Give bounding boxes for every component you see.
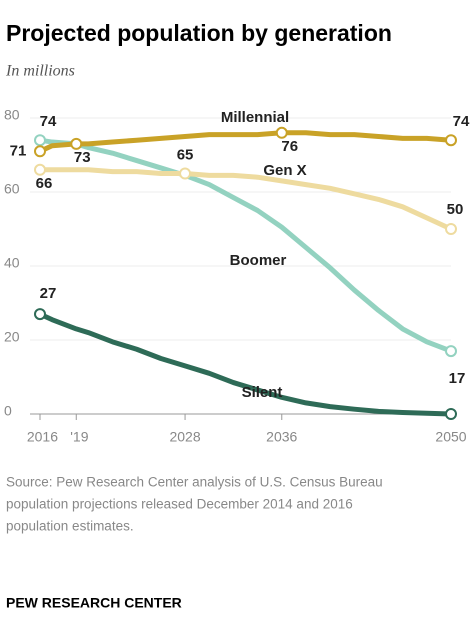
series-label: Gen X bbox=[263, 162, 306, 179]
point-marker bbox=[70, 137, 83, 150]
value-label: 71 bbox=[10, 142, 27, 159]
value-label: 27 bbox=[40, 285, 57, 302]
value-label: 17 bbox=[449, 370, 466, 387]
x-tick-label: 2016 bbox=[27, 429, 58, 445]
source: Source: Pew Research Center analysis of … bbox=[6, 475, 383, 490]
y-tick-label: 60 bbox=[4, 181, 20, 197]
x-tick-label: 2050 bbox=[435, 429, 466, 445]
y-tick-label: 20 bbox=[4, 329, 20, 345]
point-marker bbox=[445, 223, 457, 235]
point-marker bbox=[34, 134, 46, 147]
chart-subtitle: In millions bbox=[5, 63, 75, 80]
x-tick-label: 2028 bbox=[169, 429, 200, 445]
value-label: 66 bbox=[36, 175, 53, 192]
point-marker bbox=[445, 345, 457, 358]
value-label: 73 bbox=[74, 149, 91, 166]
point-marker bbox=[445, 134, 457, 147]
point-marker bbox=[179, 167, 192, 180]
value-label: 76 bbox=[281, 138, 298, 155]
point-marker bbox=[34, 308, 46, 321]
x-tick-label: '19 bbox=[70, 429, 88, 445]
point-marker bbox=[445, 408, 457, 420]
y-tick-label: 0 bbox=[4, 403, 12, 419]
footer: PEW RESEARCH CENTER bbox=[6, 595, 182, 611]
line-series bbox=[38, 311, 452, 417]
point-marker bbox=[275, 126, 288, 139]
point-marker bbox=[34, 163, 46, 176]
point-marker bbox=[34, 145, 46, 158]
y-tick-label: 80 bbox=[4, 107, 20, 123]
x-tick-label: 2036 bbox=[266, 429, 297, 445]
value-label: 74 bbox=[40, 113, 57, 130]
series-label: Millennial bbox=[221, 109, 289, 126]
value-label: 50 bbox=[447, 201, 464, 218]
source: population projections released December… bbox=[6, 497, 353, 512]
chart-title: Projected population by generation bbox=[6, 20, 392, 46]
line-series bbox=[40, 167, 453, 232]
source: population estimates. bbox=[6, 519, 134, 534]
line-series bbox=[38, 130, 452, 154]
series-label: Boomer bbox=[230, 252, 287, 269]
y-tick-label: 40 bbox=[4, 255, 20, 271]
series-label: Silent bbox=[242, 384, 283, 401]
value-label: 65 bbox=[177, 146, 194, 163]
line-series bbox=[39, 137, 452, 354]
value-label: 74 bbox=[453, 113, 470, 130]
